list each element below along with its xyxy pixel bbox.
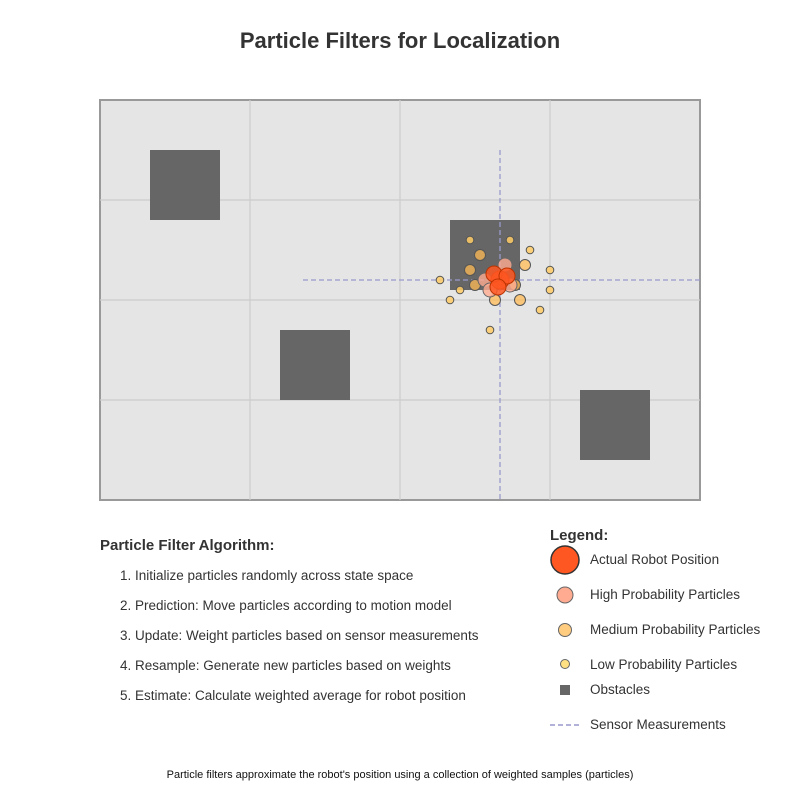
robot-position [489,278,507,296]
low-particles [435,235,555,335]
medium-particle [474,249,486,261]
legend-label-sensor: Sensor Measurements [590,717,726,732]
legend-heading: Legend: [550,527,609,544]
algorithm-heading: Particle Filter Algorithm: [100,537,275,554]
legend-label-obstacles: Obstacles [590,682,651,697]
obstacle [280,330,350,400]
low-particle [445,295,455,305]
legend-label-robot: Actual Robot Position [590,552,720,567]
caption: Particle filters approximate the robot's… [166,769,634,781]
obstacle [580,390,650,460]
algorithm-step: 3. Update: Weight particles based on sen… [120,628,479,643]
algorithm-step: 5. Estimate: Calculate weighted average … [120,688,466,703]
algorithm-step: 4. Resample: Generate new particles base… [120,658,451,673]
low-particle [545,265,555,275]
low-particle [545,285,555,295]
low-particle [525,245,535,255]
medium-particles [464,249,531,306]
medium-particle [464,264,476,276]
algorithm-step: 1. Initialize particles randomly across … [120,568,414,583]
legend-label-high: High Probability Particles [590,587,741,602]
low-particle [505,235,515,245]
low-particle [535,305,545,315]
medium-particle [514,294,526,306]
page-title: Particle Filters for Localization [239,28,561,53]
obstacle [150,150,220,220]
medium-particle [519,259,531,271]
low-particle [455,285,465,295]
low-particle [435,275,445,285]
sensor-measurements [303,150,700,500]
legend-label-low: Low Probability Particles [590,657,738,672]
robot-cluster [485,265,516,296]
legend-label-medium: Medium Probability Particles [590,622,761,637]
low-particle [485,325,495,335]
algorithm-step: 2. Prediction: Move particles according … [120,598,452,613]
low-particle [465,235,475,245]
robot-position [498,267,516,285]
